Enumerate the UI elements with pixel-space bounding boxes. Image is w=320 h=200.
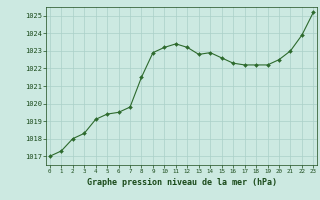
X-axis label: Graphe pression niveau de la mer (hPa): Graphe pression niveau de la mer (hPa) — [87, 178, 276, 187]
